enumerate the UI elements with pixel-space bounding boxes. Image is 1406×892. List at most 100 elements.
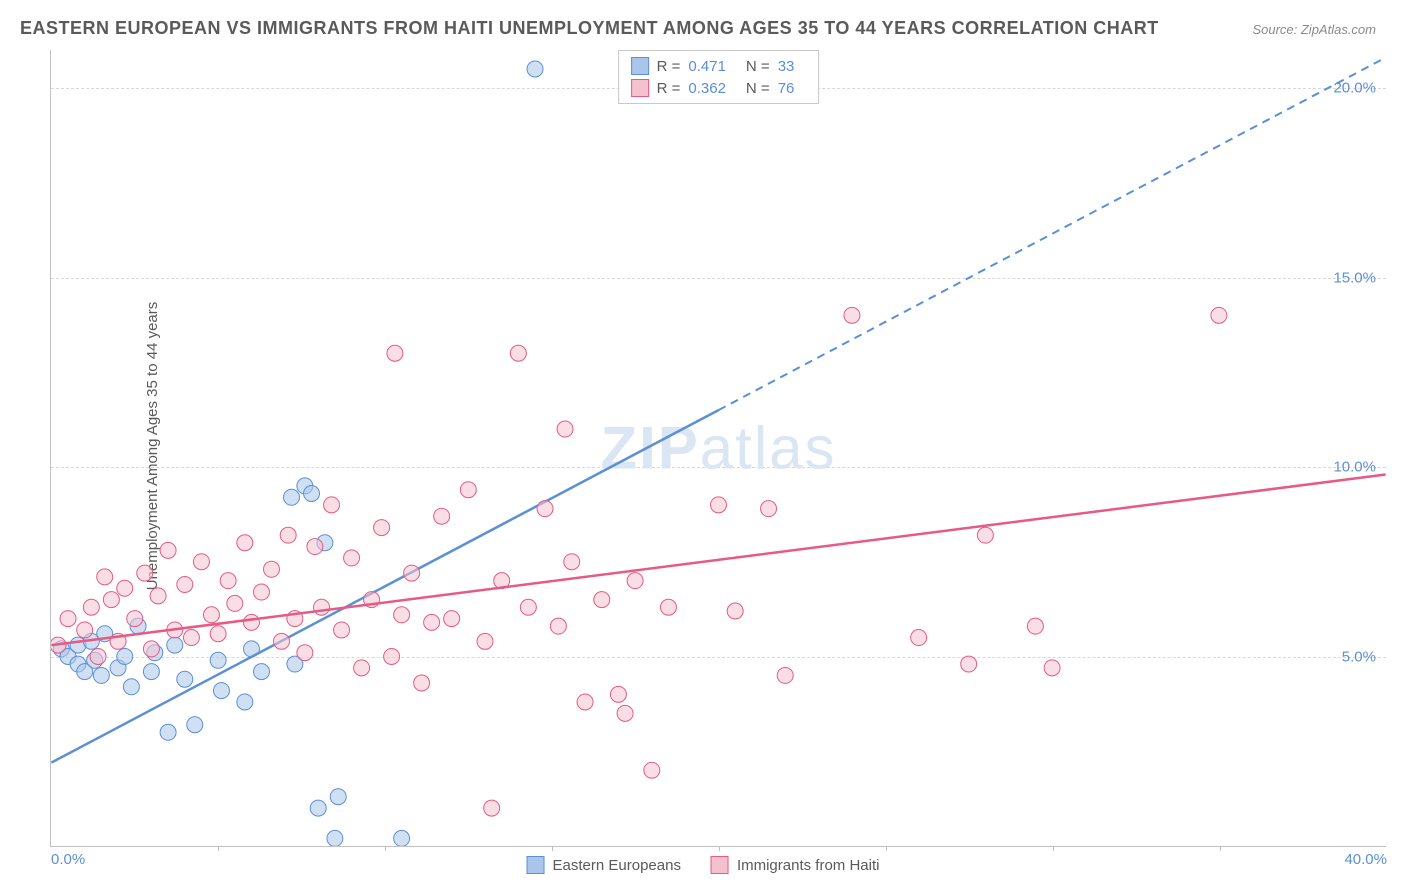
data-point xyxy=(193,554,209,570)
data-point xyxy=(210,626,226,642)
data-point xyxy=(394,607,410,623)
data-point xyxy=(617,705,633,721)
data-point xyxy=(237,694,253,710)
data-point xyxy=(254,584,270,600)
r-value: 0.471 xyxy=(688,58,726,75)
data-point xyxy=(844,307,860,323)
data-point xyxy=(520,599,536,615)
data-point xyxy=(434,508,450,524)
data-point xyxy=(1211,307,1227,323)
data-point xyxy=(564,554,580,570)
data-point xyxy=(510,345,526,361)
data-point xyxy=(167,637,183,653)
legend-label: Eastern Europeans xyxy=(553,857,681,874)
data-point xyxy=(150,588,166,604)
data-point xyxy=(424,614,440,630)
data-point xyxy=(117,580,133,596)
data-point xyxy=(297,645,313,661)
data-point xyxy=(160,542,176,558)
data-point xyxy=(344,550,360,566)
x-tick-mark xyxy=(719,846,720,851)
trend-line-extrapolated xyxy=(719,58,1386,411)
series-swatch xyxy=(631,57,649,75)
data-point xyxy=(761,501,777,517)
data-point xyxy=(310,800,326,816)
data-point xyxy=(627,573,643,589)
data-point xyxy=(237,535,253,551)
data-point xyxy=(727,603,743,619)
data-point xyxy=(90,648,106,664)
legend-swatch xyxy=(711,856,729,874)
data-point xyxy=(557,421,573,437)
data-point xyxy=(220,573,236,589)
data-point xyxy=(324,497,340,513)
data-point xyxy=(210,652,226,668)
x-tick-mark xyxy=(1053,846,1054,851)
data-point xyxy=(314,599,330,615)
legend-swatch xyxy=(527,856,545,874)
data-point xyxy=(187,717,203,733)
data-point xyxy=(213,683,229,699)
series-swatch xyxy=(631,79,649,97)
data-point xyxy=(1027,618,1043,634)
data-point xyxy=(280,527,296,543)
r-value: 0.362 xyxy=(688,80,726,97)
data-point xyxy=(137,565,153,581)
data-point xyxy=(577,694,593,710)
data-point xyxy=(384,648,400,664)
data-point xyxy=(117,648,133,664)
x-tick-mark xyxy=(218,846,219,851)
data-point xyxy=(97,569,113,585)
data-point xyxy=(977,527,993,543)
data-point xyxy=(177,671,193,687)
data-point xyxy=(911,630,927,646)
legend-item: Immigrants from Haiti xyxy=(711,856,880,874)
source-prefix: Source: xyxy=(1252,22,1300,37)
data-point xyxy=(550,618,566,634)
n-label: N = xyxy=(746,80,770,97)
plot-area: ZIPatlas R =0.471N =33R =0.362N =76 5.0%… xyxy=(50,50,1386,847)
data-point xyxy=(537,501,553,517)
data-point xyxy=(127,611,143,627)
data-point xyxy=(394,830,410,846)
data-point xyxy=(243,614,259,630)
source-attribution: Source: ZipAtlas.com xyxy=(1252,22,1376,37)
data-point xyxy=(103,592,119,608)
data-point xyxy=(183,630,199,646)
data-point xyxy=(414,675,430,691)
r-label: R = xyxy=(657,58,681,75)
data-point xyxy=(327,830,343,846)
data-point xyxy=(610,686,626,702)
data-point xyxy=(660,599,676,615)
x-tick-mark xyxy=(385,846,386,851)
bottom-legend: Eastern Europeans Immigrants from Haiti xyxy=(527,856,880,874)
data-point xyxy=(334,622,350,638)
data-point xyxy=(160,724,176,740)
n-value: 76 xyxy=(778,80,795,97)
data-point xyxy=(460,482,476,498)
legend-item: Eastern Europeans xyxy=(527,856,681,874)
data-point xyxy=(60,611,76,627)
data-point xyxy=(177,576,193,592)
data-point xyxy=(1044,660,1060,676)
data-point xyxy=(227,595,243,611)
data-point xyxy=(354,660,370,676)
data-point xyxy=(93,667,109,683)
stats-row: R =0.471N =33 xyxy=(631,55,807,77)
x-tick-label: 0.0% xyxy=(51,851,85,868)
data-point xyxy=(387,345,403,361)
data-point xyxy=(307,539,323,555)
data-point xyxy=(527,61,543,77)
x-tick-label: 40.0% xyxy=(1344,851,1387,868)
data-point xyxy=(961,656,977,672)
data-point xyxy=(444,611,460,627)
x-tick-mark xyxy=(552,846,553,851)
data-point xyxy=(777,667,793,683)
x-tick-mark xyxy=(886,846,887,851)
stats-box: R =0.471N =33R =0.362N =76 xyxy=(618,50,820,104)
data-point xyxy=(143,641,159,657)
data-point xyxy=(304,485,320,501)
data-point xyxy=(83,599,99,615)
x-tick-mark xyxy=(1220,846,1221,851)
source-name: ZipAtlas.com xyxy=(1301,22,1376,37)
